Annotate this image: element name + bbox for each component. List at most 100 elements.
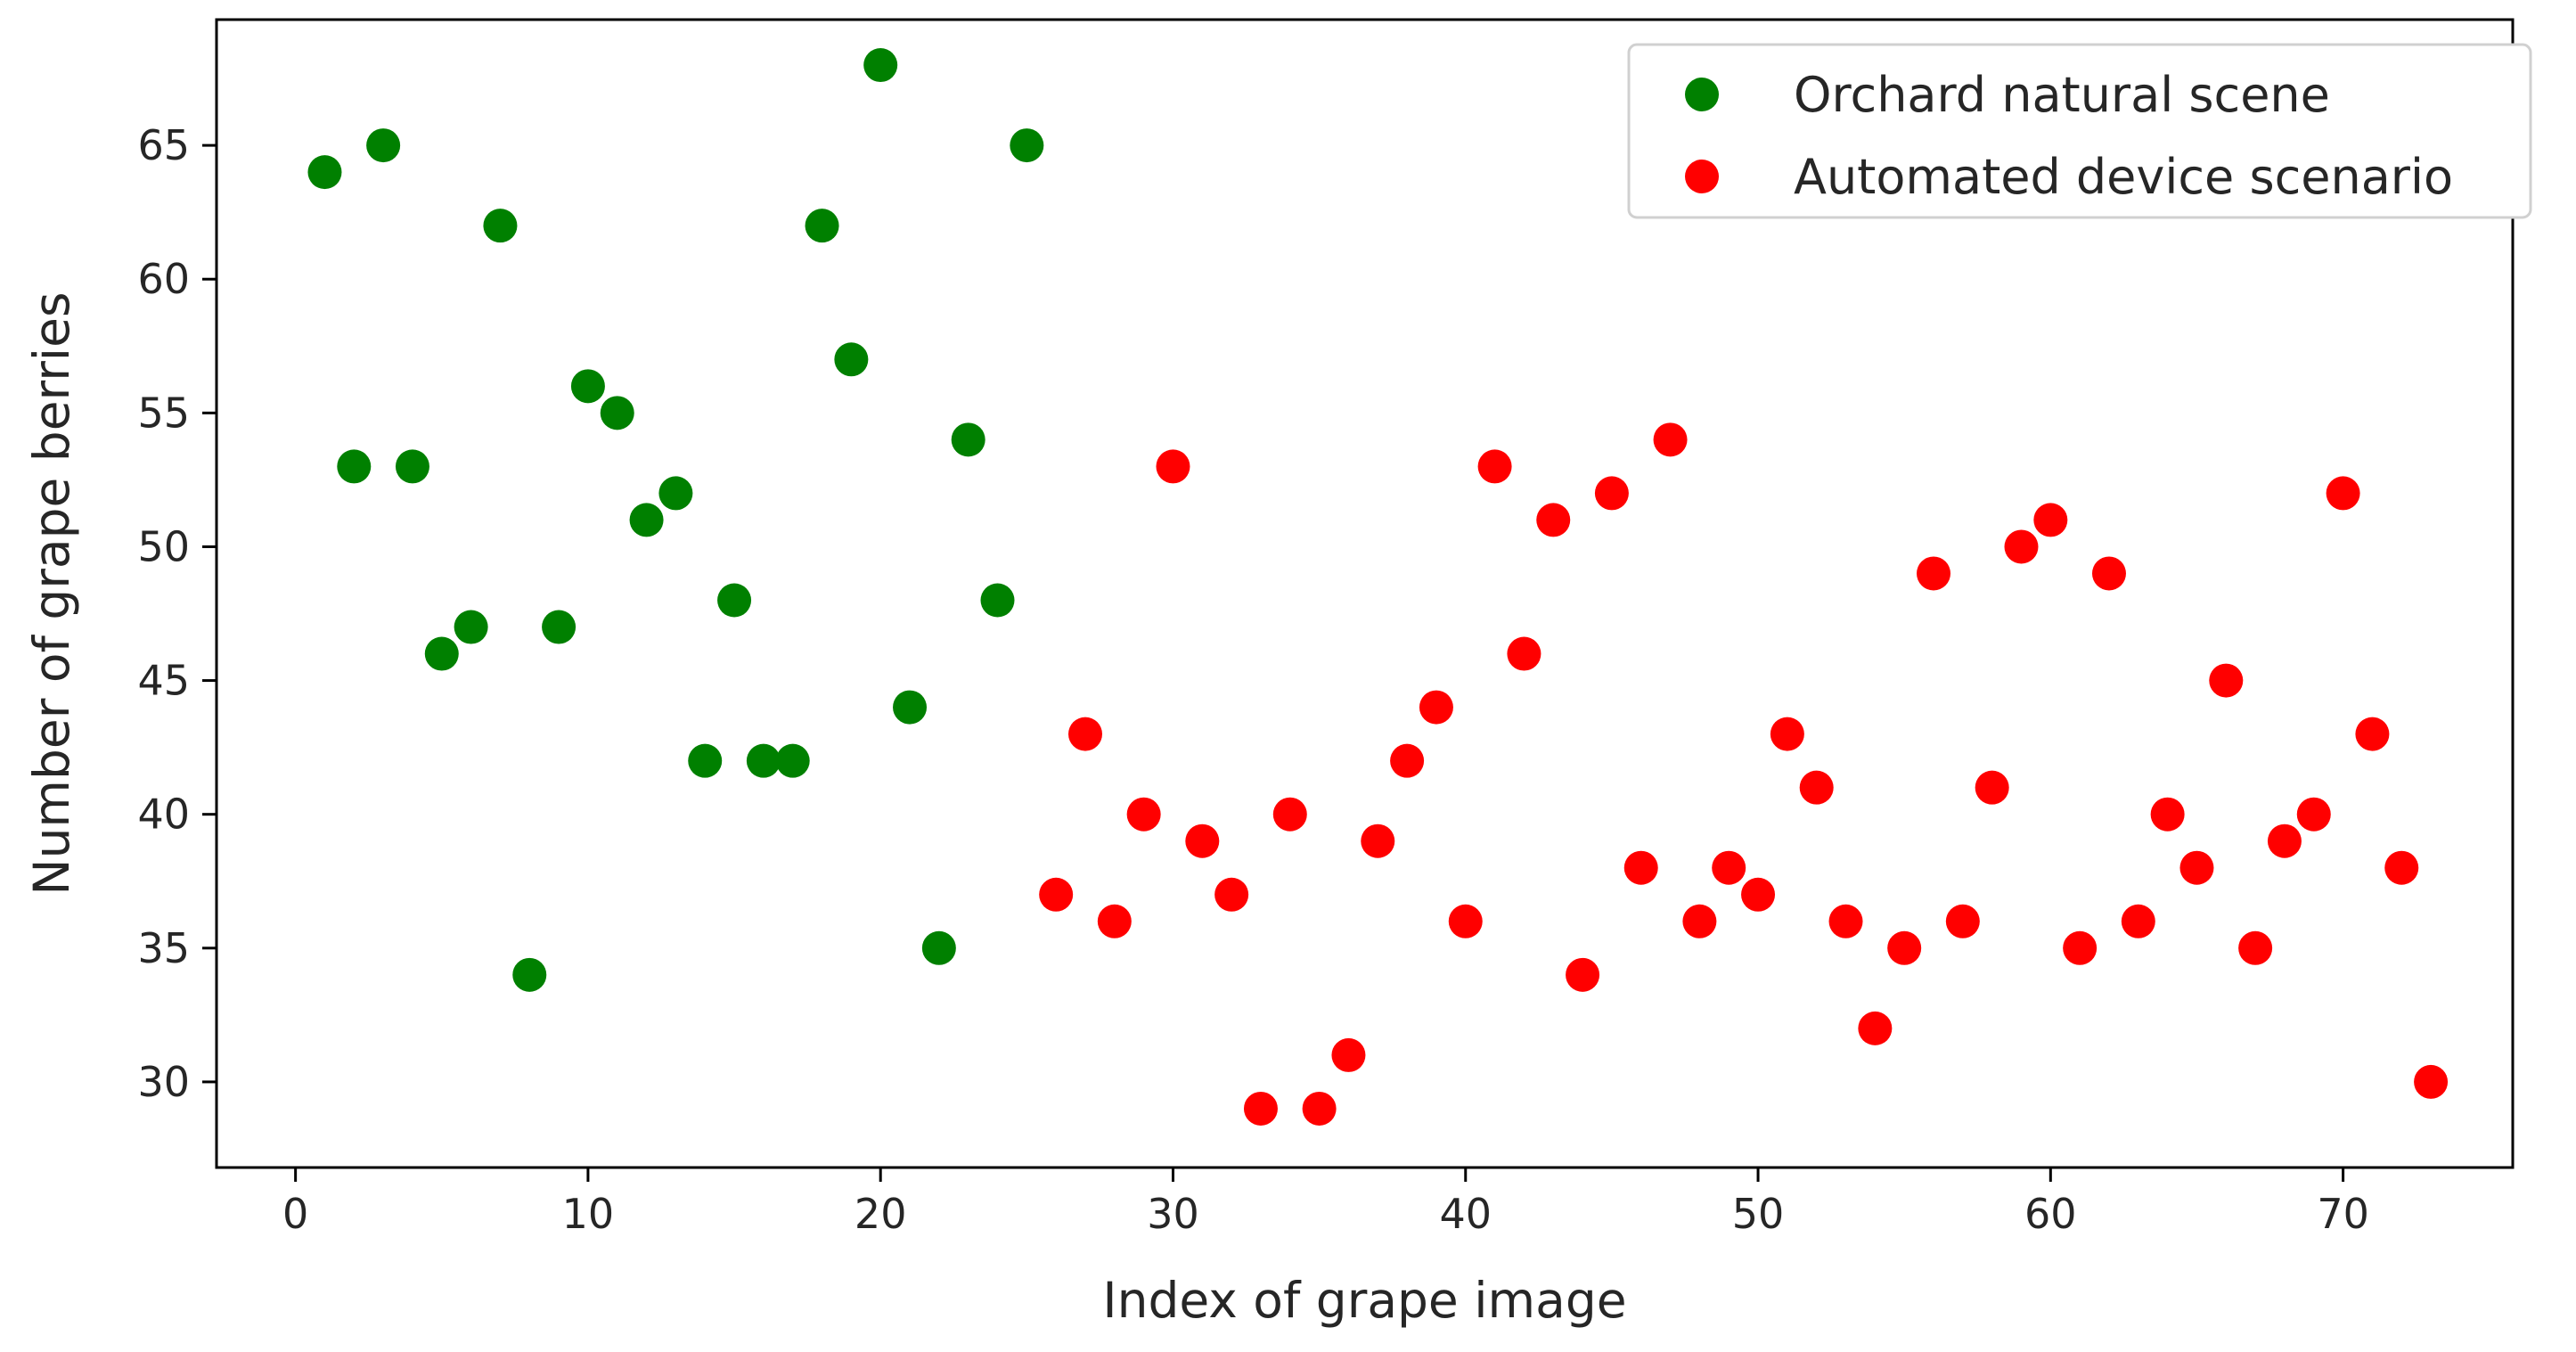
data-point-series-1 [1448,904,1483,938]
data-point-series-0 [717,583,752,618]
data-point-series-1 [2091,556,2126,591]
x-tick-label: 20 [855,1190,907,1238]
data-point-series-1 [2296,797,2331,832]
y-tick-label: 60 [137,255,190,303]
data-point-series-0 [570,369,605,404]
data-point-series-0 [688,743,723,778]
data-point-series-0 [775,743,810,778]
legend-label: Automated device scenario [1794,149,2453,205]
data-point-series-1 [1331,1037,1366,1072]
data-point-series-0 [542,610,577,644]
data-point-series-0 [629,503,664,537]
data-point-series-1 [2063,930,2098,965]
legend-box [1627,43,2532,219]
data-point-series-1 [1097,904,1132,938]
data-point-series-0 [805,209,839,243]
data-point-series-1 [1419,690,1453,725]
x-axis-label: Index of grape image [1102,1272,1626,1329]
data-point-series-1 [1917,556,1951,591]
data-point-series-0 [863,48,898,83]
y-tick-label: 45 [137,657,190,705]
y-tick-label: 65 [137,121,190,169]
data-point-series-0 [307,155,342,190]
data-point-series-0 [424,636,459,671]
data-point-series-1 [1770,717,1804,751]
plot-frame [215,18,2515,1169]
data-point-series-1 [1390,743,1425,778]
data-point-series-0 [893,690,928,725]
data-point-series-1 [2150,797,2185,832]
data-point-series-1 [2179,850,2214,885]
data-point-series-1 [2238,930,2273,965]
data-point-series-1 [2121,904,2155,938]
data-point-series-1 [1566,957,1600,992]
data-point-series-1 [1858,1011,1893,1045]
x-tick-label: 30 [1147,1190,1199,1238]
data-point-series-0 [834,342,869,377]
data-point-series-1 [1039,877,1074,912]
y-tick-label: 35 [137,924,190,972]
legend: Orchard natural scene Automated device sc… [1627,43,2532,219]
legend-marker [1685,78,1719,111]
data-point-series-1 [1126,797,1161,832]
data-point-series-1 [1887,930,1922,965]
x-tick-label: 0 [282,1190,308,1238]
axis-frame [215,18,2515,1169]
data-point-series-0 [600,396,634,430]
data-point-series-0 [1010,128,1044,163]
data-point-series-1 [1594,476,1629,511]
x-tick-label: 70 [2317,1190,2369,1238]
data-point-series-0 [980,583,1015,618]
data-point-series-1 [1272,797,1307,832]
data-point-series-1 [1302,1091,1337,1126]
data-point-series-1 [2033,503,2068,537]
y-tick-label: 30 [137,1058,190,1106]
y-tick-label: 55 [137,389,190,437]
data-point-series-1 [2209,663,2244,698]
data-point-series-1 [1828,904,1863,938]
data-point-series-1 [1156,449,1190,484]
data-point-series-0 [951,422,985,457]
data-point-series-1 [2384,850,2419,885]
data-point-series-1 [1536,503,1571,537]
data-point-series-0 [921,930,956,965]
data-point-series-0 [454,610,488,644]
data-point-series-0 [337,449,372,484]
y-axis-label: Number of grape berries [23,291,80,895]
data-point-series-1 [1653,422,1688,457]
legend-label: Orchard natural scene [1794,67,2330,123]
legend-marker [1685,160,1719,193]
data-point-series-1 [1243,1091,1278,1126]
data-point-series-0 [658,476,693,511]
data-point-series-1 [2414,1064,2449,1099]
x-tick-label: 60 [2024,1190,2077,1238]
data-point-series-1 [1361,823,1395,858]
data-point-series-1 [1623,850,1658,885]
data-point-series-0 [483,209,518,243]
data-point-series-1 [1945,904,1980,938]
data-point-series-1 [1975,770,2009,805]
data-point-series-0 [366,128,401,163]
data-point-series-1 [1477,449,1512,484]
data-point-series-0 [395,449,429,484]
data-point-series-1 [1741,877,1776,912]
data-point-series-1 [2355,717,2390,751]
data-point-series-1 [1214,877,1249,912]
data-point-series-0 [512,957,547,992]
data-point-series-0 [746,743,781,778]
y-tick-label: 40 [137,791,190,839]
data-point-series-1 [1067,717,1102,751]
y-tick-label: 50 [137,522,190,570]
data-point-series-1 [1712,850,1746,885]
x-tick-label: 10 [562,1190,615,1238]
data-point-series-1 [1682,904,1717,938]
data-point-series-1 [1507,636,1542,671]
axis-ticks: 0 10 20 30 40 50 60 70 30 35 40 45 50 55 60 65 [137,121,2368,1238]
data-point-series-1 [1799,770,1834,805]
data-point-series-1 [2267,823,2302,858]
x-tick-label: 40 [1439,1190,1492,1238]
x-tick-label: 50 [1732,1190,1785,1238]
data-point-series-1 [2004,529,2039,564]
data-point-series-1 [2326,476,2360,511]
